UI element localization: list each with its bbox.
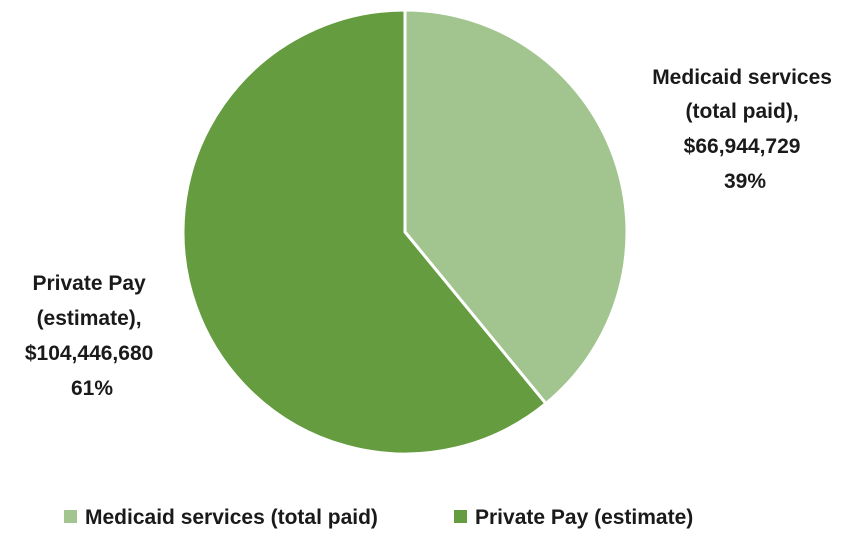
pie-slice-private-pay (181, 8, 548, 456)
pie-slices (181, 8, 629, 456)
legend-label-medicaid: Medicaid services (total paid) (85, 506, 378, 529)
legend-swatch-medicaid (64, 510, 77, 523)
slice-label-medicaid: Medicaid services (total paid), $66,944,… (652, 66, 838, 193)
pie-slice-medicaid (403, 8, 629, 406)
legend-label-private-pay: Private Pay (estimate) (475, 506, 693, 529)
legend: Medicaid services (total paid) Private P… (64, 506, 693, 529)
legend-item-medicaid: Medicaid services (total paid) (64, 506, 378, 529)
slice-label-private-pay: Private Pay (estimate), $104,446,680 61% (25, 272, 159, 400)
legend-item-private-pay: Private Pay (estimate) (454, 506, 693, 529)
legend-swatch-private-pay (454, 510, 467, 523)
